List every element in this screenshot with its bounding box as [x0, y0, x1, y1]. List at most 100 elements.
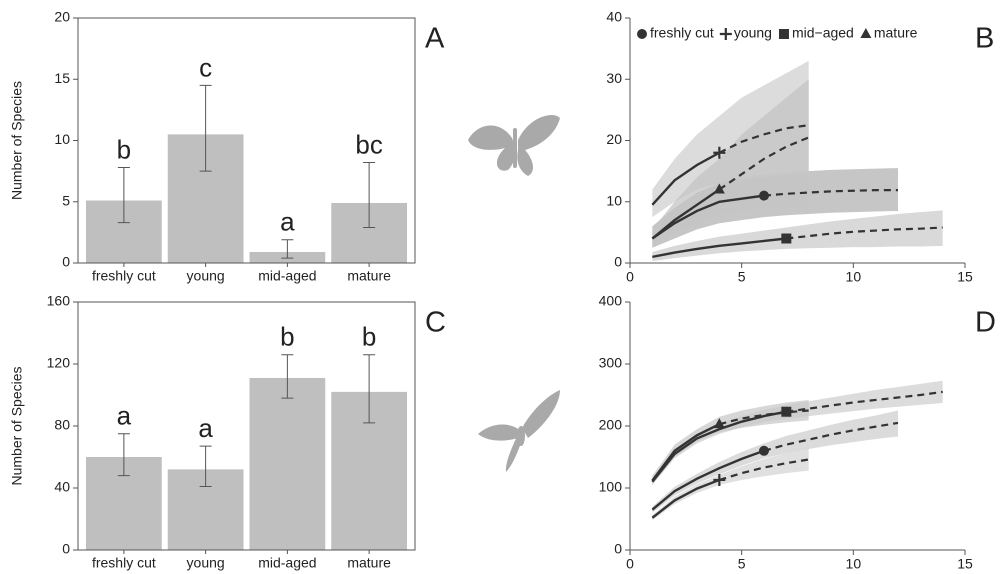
rarefaction-line — [651, 449, 765, 511]
x-tick-label: 15 — [957, 556, 973, 572]
confidence-band — [652, 399, 809, 485]
panel-label: A — [425, 23, 445, 55]
error-bar — [117, 433, 130, 477]
moth-icon — [478, 390, 560, 472]
error-bar — [117, 166, 130, 224]
y-tick-label: 30 — [606, 70, 622, 86]
y-tick-label: 20 — [54, 9, 70, 25]
y-tick-label: 160 — [47, 293, 71, 309]
significance-letter: b — [280, 322, 294, 352]
significance-letter: a — [280, 207, 295, 237]
legend-marker — [778, 29, 789, 39]
rarefaction-line — [651, 423, 720, 482]
plot-frame — [77, 301, 416, 551]
marker — [781, 406, 792, 417]
plot-frame — [77, 17, 416, 264]
y-tick-label: 15 — [54, 70, 70, 86]
y-tick-label: 40 — [54, 479, 70, 495]
legend-marker — [637, 29, 647, 39]
rarefaction-line — [651, 194, 765, 240]
marker — [713, 418, 725, 429]
marker — [713, 183, 725, 194]
extrapolation-line — [719, 458, 809, 481]
x-tick-label: 10 — [846, 556, 862, 572]
error-bar — [199, 445, 212, 487]
rarefaction-line — [651, 188, 721, 240]
y-tick-label: 0 — [614, 541, 622, 557]
x-tick-label: 0 — [626, 556, 634, 572]
legend-marker — [860, 28, 872, 38]
x-tick-label: 0 — [626, 269, 634, 285]
x-tick-label: 5 — [738, 269, 746, 285]
y-tick-label: 200 — [599, 417, 623, 433]
marker — [781, 233, 792, 244]
marker — [713, 473, 726, 486]
significance-letter: a — [198, 413, 213, 443]
y-tick-label: 20 — [606, 131, 622, 147]
y-tick-label: 400 — [599, 293, 623, 309]
significance-letter: a — [117, 401, 132, 431]
extrapolation-line — [719, 409, 809, 426]
extrapolation-line — [763, 189, 898, 197]
panel-label: C — [425, 307, 446, 339]
significance-letter: c — [199, 52, 212, 82]
y-tick-label: 5 — [62, 192, 70, 208]
confidence-band — [652, 79, 809, 245]
marker — [759, 445, 769, 456]
marker — [713, 146, 726, 159]
y-tick-label: 10 — [54, 131, 70, 147]
y-tick-label: 80 — [54, 417, 70, 433]
extrapolation-line — [763, 421, 899, 452]
confidence-band — [652, 410, 898, 513]
extrapolation-line — [786, 226, 943, 240]
y-tick-label: 10 — [606, 192, 622, 208]
x-tick-label: freshly cut — [92, 268, 156, 284]
rarefaction-line — [651, 478, 720, 519]
x-tick-label: mature — [347, 555, 391, 571]
error-bar — [363, 354, 376, 424]
x-tick-label: mid-aged — [258, 555, 316, 571]
significance-letter: bc — [355, 129, 382, 159]
legend-label: mature — [874, 25, 918, 41]
confidence-band — [652, 210, 943, 262]
panel-label: B — [975, 23, 994, 55]
panel-label: D — [975, 307, 996, 339]
y-axis-label: Number of Species — [9, 81, 25, 200]
extrapolation-line — [718, 136, 810, 191]
y-tick-label: 40 — [606, 9, 622, 25]
y-tick-label: 0 — [62, 541, 70, 557]
legend-label: freshly cut — [650, 25, 714, 41]
y-tick-label: 100 — [599, 479, 623, 495]
x-tick-label: 15 — [957, 269, 973, 285]
x-tick-label: young — [187, 268, 225, 284]
x-tick-label: freshly cut — [92, 555, 156, 571]
confidence-band — [652, 60, 809, 218]
y-tick-label: 0 — [62, 254, 70, 270]
y-axis-label: Number of Species — [9, 366, 25, 485]
rarefaction-line — [651, 151, 720, 206]
y-tick-label: 120 — [47, 355, 71, 371]
legend-label: mid−aged — [792, 25, 854, 41]
extrapolation-line — [718, 124, 809, 154]
x-tick-label: young — [187, 555, 225, 571]
y-tick-label: 0 — [614, 254, 622, 270]
x-tick-label: mid-aged — [258, 268, 316, 284]
x-tick-label: 10 — [846, 269, 862, 285]
significance-letter: b — [117, 134, 131, 164]
x-tick-label: 5 — [738, 556, 746, 572]
error-bar — [199, 84, 212, 172]
error-bar — [281, 354, 294, 399]
butterfly-icon — [468, 114, 560, 176]
bar — [249, 377, 326, 550]
error-bar — [281, 239, 294, 259]
extrapolation-line — [786, 390, 943, 413]
rarefaction-line — [651, 410, 787, 483]
marker — [759, 190, 769, 201]
error-bar — [363, 162, 376, 228]
significance-letter: b — [362, 322, 376, 352]
confidence-band — [652, 380, 943, 485]
y-tick-label: 300 — [599, 355, 623, 371]
x-tick-label: mature — [347, 268, 391, 284]
